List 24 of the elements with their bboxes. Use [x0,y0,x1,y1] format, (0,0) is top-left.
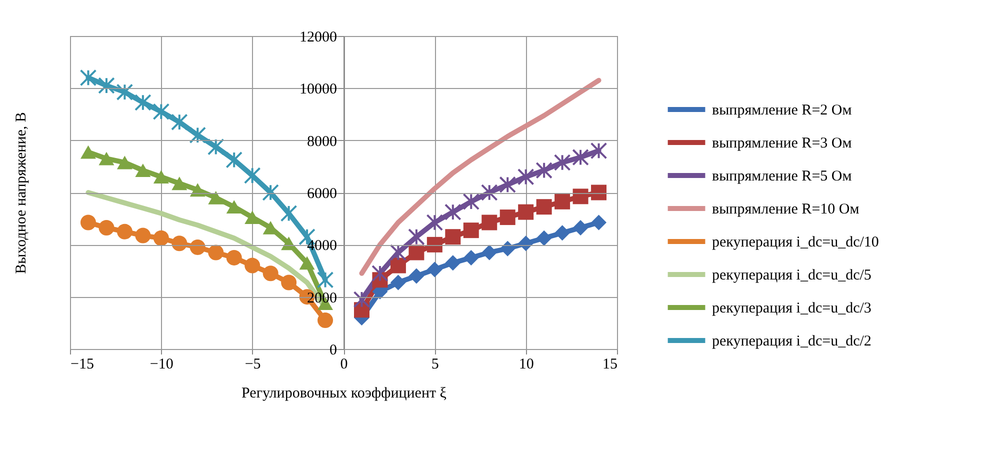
y-tick-label: 10000 [300,82,337,98]
x-tick-label: −10 [150,356,174,372]
legend-label: выпрямление R=3 Ом [712,136,852,152]
x-tick-label: −5 [244,356,261,372]
legend-label: выпрямление R=2 Ом [712,102,852,118]
legend-label: рекуперация i_dc=u_dc/2 [712,334,872,350]
legend-label: выпрямление R=5 Ом [712,168,852,184]
x-tick-label: 0 [340,356,348,372]
legend-label: рекуперация i_dc=u_dc/3 [712,300,872,316]
y-tick-label: 4000 [307,238,337,254]
legend-label: рекуперация i_dc=u_dc/5 [712,268,872,284]
y-axis-title: Выходное напряжение, В [14,112,30,274]
legend-label: выпрямление R=10 Ом [712,202,860,218]
y-tick-label: 12000 [300,30,337,46]
x-tick-label: 5 [431,356,439,372]
y-tick-label: 6000 [307,186,337,202]
y-tick-label: 8000 [307,134,337,150]
x-tick-label: −15 [70,356,94,372]
y-tick-label: 2000 [307,290,337,306]
legend-label: рекуперация i_dc=u_dc/10 [712,234,879,250]
y-tick-label: 0 [330,342,337,358]
x-tick-label: 15 [602,356,618,372]
x-tick-label: 10 [518,356,534,372]
x-axis-title: Регулировочных коэффициент ξ [242,386,447,402]
